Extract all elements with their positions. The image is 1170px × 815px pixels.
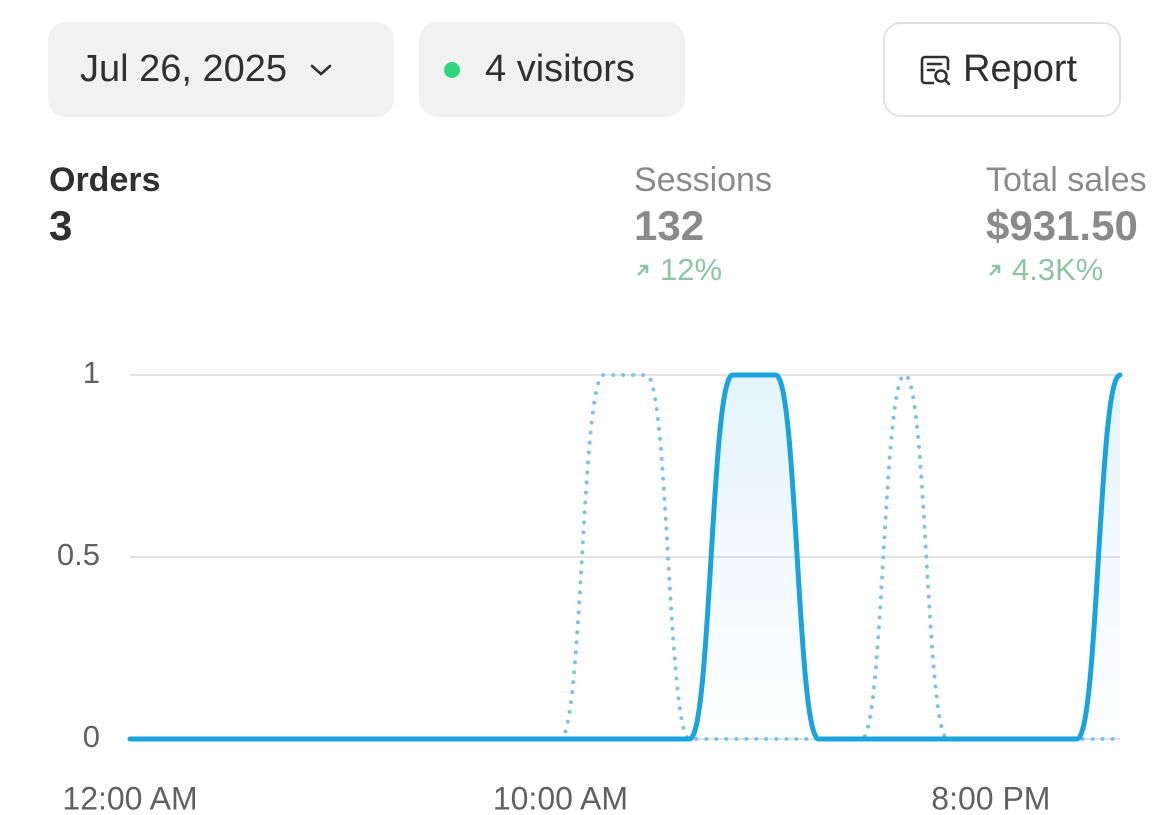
metric-change: 4.3K% bbox=[986, 252, 1147, 288]
metric-value: $931.50 bbox=[986, 202, 1138, 249]
area-fill bbox=[130, 375, 1120, 739]
change-text: 12% bbox=[660, 252, 723, 287]
chevron-icon bbox=[310, 64, 332, 76]
comparison-line bbox=[128, 373, 1122, 741]
series-line bbox=[127, 372, 1123, 742]
up-arrow bbox=[989, 264, 1001, 276]
metric-change: 12% bbox=[634, 252, 772, 288]
report-button[interactable]: Report bbox=[883, 22, 1121, 117]
live-dot bbox=[444, 61, 460, 78]
y-tick-label: 0 bbox=[83, 719, 100, 754]
metric-sessions[interactable]: Sessions 132 12% bbox=[634, 160, 772, 288]
x-tick-label: 8:00 PM bbox=[931, 780, 1050, 815]
up-arrow bbox=[637, 264, 649, 276]
metric-label: Sessions bbox=[634, 161, 772, 199]
date-text: Jul 26, 2025 bbox=[80, 48, 288, 90]
y-tick-label: 1 bbox=[83, 355, 100, 390]
x-tick-label: 10:00 AM bbox=[493, 780, 628, 815]
change-text: 4.3K% bbox=[1012, 252, 1104, 287]
metric-sales[interactable]: Total sales $931.50 4.3K% bbox=[986, 160, 1147, 288]
visitors-badge[interactable]: 4 visitors bbox=[419, 22, 685, 117]
metric-value: 132 bbox=[634, 202, 705, 249]
y-tick-label: 0.5 bbox=[57, 537, 100, 572]
metric-orders[interactable]: Orders 3 bbox=[49, 160, 161, 252]
date-picker[interactable]: Jul 26, 2025 bbox=[48, 22, 394, 117]
metric-value: 3 bbox=[49, 202, 73, 249]
report-icon bbox=[920, 55, 951, 85]
report-text: Report bbox=[963, 48, 1078, 90]
metric-label: Orders bbox=[49, 161, 161, 199]
metric-label: Total sales bbox=[986, 161, 1147, 199]
x-tick-label: 12:00 AM bbox=[62, 780, 197, 815]
visitors-text: 4 visitors bbox=[485, 48, 635, 90]
